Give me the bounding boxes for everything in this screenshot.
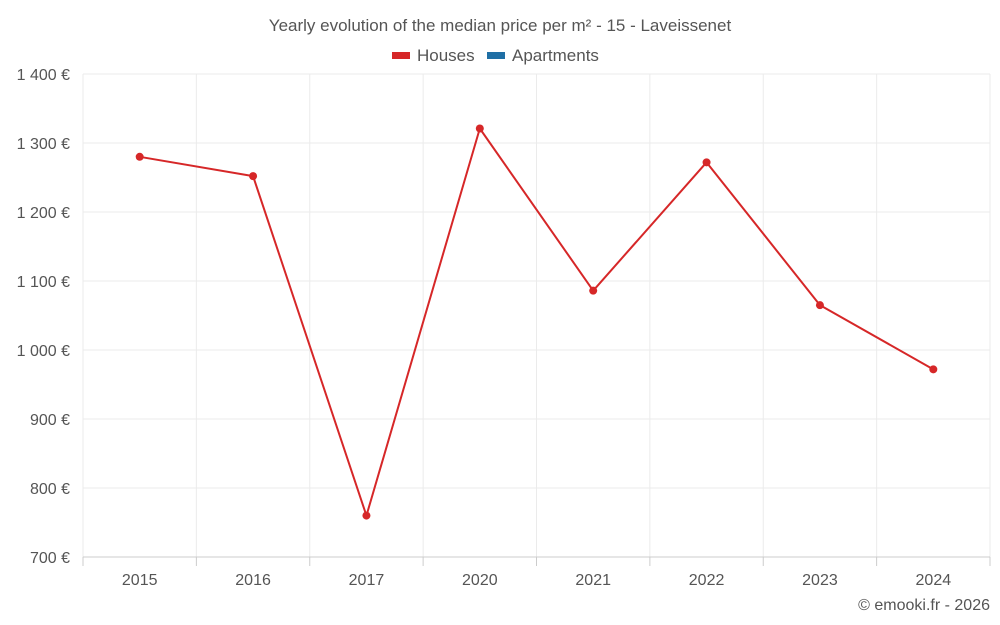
- data-point-houses-2022[interactable]: [702, 158, 711, 167]
- x-tick-label: 2017: [349, 572, 385, 589]
- x-tick-label: 2023: [802, 572, 838, 589]
- legend-item-apartments[interactable]: Apartments: [487, 46, 599, 65]
- data-point-houses-2016[interactable]: [249, 172, 258, 181]
- data-point-houses-2020[interactable]: [475, 124, 484, 133]
- x-axis: 2015 2016 2017 2020 2021 2022 2023 2024: [82, 556, 991, 589]
- series-line-houses: [139, 127, 934, 517]
- y-tick-label: 1 000 €: [17, 343, 70, 360]
- chart-title: Yearly evolution of the median price per…: [269, 16, 732, 35]
- y-tick-label: 1 300 €: [17, 136, 70, 153]
- y-tick-label: 800 €: [30, 481, 70, 498]
- x-tick-label: 2015: [122, 572, 158, 589]
- x-tick-label: 2020: [462, 572, 498, 589]
- data-point-houses-2015[interactable]: [135, 152, 144, 161]
- legend: Houses Apartments: [392, 46, 599, 65]
- series-houses: [135, 124, 938, 520]
- data-point-houses-2021[interactable]: [589, 286, 598, 295]
- x-tick-label: 2021: [575, 572, 611, 589]
- x-tick-label: 2024: [916, 572, 952, 589]
- y-tick-label: 1 400 €: [17, 67, 70, 84]
- legend-label-apartments: Apartments: [512, 46, 599, 65]
- credit-text: © emooki.fr - 2026: [858, 597, 990, 614]
- legend-label-houses: Houses: [417, 46, 475, 65]
- data-point-houses-2017[interactable]: [362, 511, 371, 520]
- y-tick-label: 1 200 €: [17, 205, 70, 222]
- legend-item-houses[interactable]: Houses: [392, 46, 475, 65]
- data-point-houses-2024[interactable]: [929, 365, 938, 374]
- y-tick-label: 1 100 €: [17, 274, 70, 291]
- x-tick-label: 2016: [235, 572, 271, 589]
- x-tick-label: 2022: [689, 572, 725, 589]
- y-tick-label: 700 €: [30, 550, 70, 567]
- y-tick-label: 900 €: [30, 412, 70, 429]
- gridlines: [82, 73, 991, 557]
- data-point-houses-2023[interactable]: [815, 301, 824, 310]
- legend-swatch-apartments: [487, 52, 505, 59]
- y-axis: 700 € 800 € 900 € 1 000 € 1 100 € 1 200 € 1 30…: [17, 67, 70, 567]
- legend-swatch-houses: [392, 52, 410, 59]
